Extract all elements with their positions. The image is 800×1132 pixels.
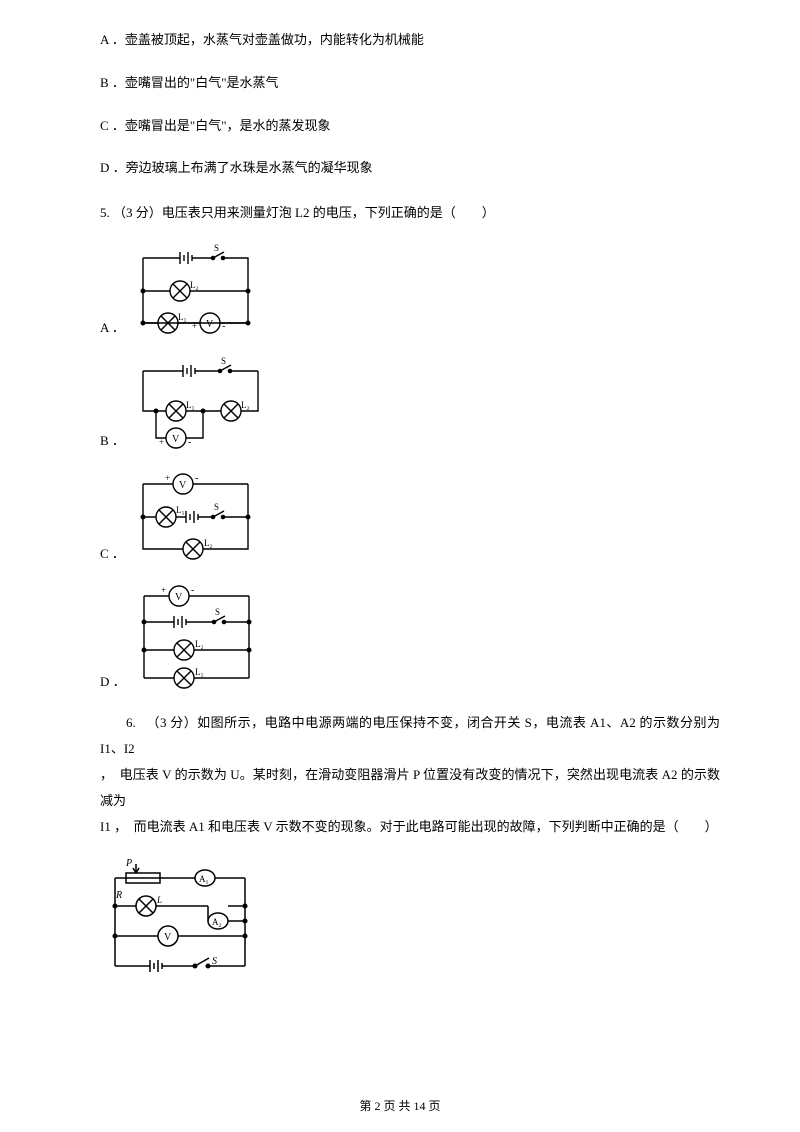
question-6: 6. （3 分）如图所示，电路中电源两端的电压保持不变，闭合开关 S，电流表 A…: [100, 710, 720, 840]
svg-text:-: -: [195, 473, 198, 484]
svg-text:S: S: [214, 502, 219, 512]
svg-text:S: S: [212, 956, 217, 967]
q5-option-b: B ． S L₁ L₂: [100, 356, 720, 451]
circuit-diagram-q6: P R A₁ L A₂: [100, 858, 260, 978]
circuit-diagram-a: S L₂ L₁ V + -: [128, 243, 263, 338]
circuit-diagram-c: V + - L₁ S L₂: [128, 469, 263, 564]
circuit-diagram-d: V + - S L₂: [129, 582, 264, 692]
svg-text:P: P: [125, 858, 132, 869]
option-b-prev-text: B ．壶嘴冒出的"白气"是水蒸气: [100, 75, 279, 90]
question-5-text: 5. （3 分）电压表只用来测量灯泡 L2 的电压，下列正确的是（ ）: [100, 205, 495, 220]
svg-text:V: V: [179, 480, 187, 491]
svg-text:+: +: [161, 585, 166, 595]
q5-option-c: C ． V + - L₁: [100, 469, 720, 564]
svg-text:L₁: L₁: [195, 667, 204, 677]
svg-text:L: L: [156, 895, 162, 905]
q6-line3: I1 ， 而电流表 A1 和电压表 V 示数不变的现象。对于此电路可能出现的故障…: [100, 814, 718, 840]
svg-text:V: V: [164, 932, 172, 943]
option-d-prev: D ．旁边玻璃上布满了水珠是水蒸气的凝华现象: [100, 158, 720, 179]
circuit-diagram-b: S L₁ L₂ V + -: [128, 356, 273, 451]
q5-b-label: B ．: [100, 434, 125, 447]
q5-d-label: D ．: [100, 675, 126, 688]
svg-text:-: -: [188, 437, 191, 448]
svg-text:-: -: [222, 321, 225, 332]
svg-text:R: R: [115, 890, 122, 901]
svg-text:L₁: L₁: [176, 505, 185, 515]
option-a-prev: A ．壶盖被顶起，水蒸气对壶盖做功，内能转化为机械能: [100, 30, 720, 51]
svg-text:A₁: A₁: [199, 874, 209, 884]
svg-text:-: -: [191, 585, 194, 596]
q6-line1: 6. （3 分）如图所示，电路中电源两端的电压保持不变，闭合开关 S，电流表 A…: [100, 715, 720, 756]
page-footer: 第 2 页 共 14 页: [0, 1097, 800, 1114]
svg-text:L₂: L₂: [204, 538, 213, 548]
q6-line2: ， 电压表 V 的示数为 U。某时刻，在滑动变阻器滑片 P 位置没有改变的情况下…: [100, 762, 720, 814]
q6-figure: P R A₁ L A₂: [100, 858, 720, 978]
svg-text:V: V: [175, 592, 183, 603]
option-b-prev: B ．壶嘴冒出的"白气"是水蒸气: [100, 73, 720, 94]
svg-text:L₂: L₂: [195, 639, 204, 649]
svg-text:L₂: L₂: [241, 400, 250, 410]
svg-text:S: S: [214, 243, 219, 253]
page-number: 第 2 页 共 14 页: [359, 1099, 440, 1113]
svg-text:A₂: A₂: [212, 917, 222, 927]
svg-text:L₁: L₁: [186, 400, 195, 410]
q5-c-label: C ．: [100, 547, 125, 560]
q5-a-label: A ．: [100, 321, 125, 334]
option-c-prev-text: C ．壶嘴冒出是"白气"，是水的蒸发现象: [100, 118, 331, 133]
q5-option-d: D ． V + - S: [100, 582, 720, 692]
svg-text:S: S: [215, 607, 220, 617]
svg-text:L₁: L₁: [178, 312, 187, 322]
svg-text:V: V: [172, 434, 180, 445]
q5-option-a: A ． S L₂: [100, 243, 720, 338]
option-a-prev-text: A ．壶盖被顶起，水蒸气对壶盖做功，内能转化为机械能: [100, 32, 424, 47]
option-c-prev: C ．壶嘴冒出是"白气"，是水的蒸发现象: [100, 116, 720, 137]
svg-text:+: +: [159, 437, 164, 447]
svg-text:+: +: [165, 473, 170, 483]
svg-text:V: V: [206, 319, 214, 330]
option-d-prev-text: D ．旁边玻璃上布满了水珠是水蒸气的凝华现象: [100, 160, 373, 175]
question-5: 5. （3 分）电压表只用来测量灯泡 L2 的电压，下列正确的是（ ）: [100, 201, 720, 224]
svg-text:L₂: L₂: [190, 280, 199, 290]
svg-text:S: S: [221, 356, 226, 366]
svg-text:+: +: [192, 321, 197, 331]
